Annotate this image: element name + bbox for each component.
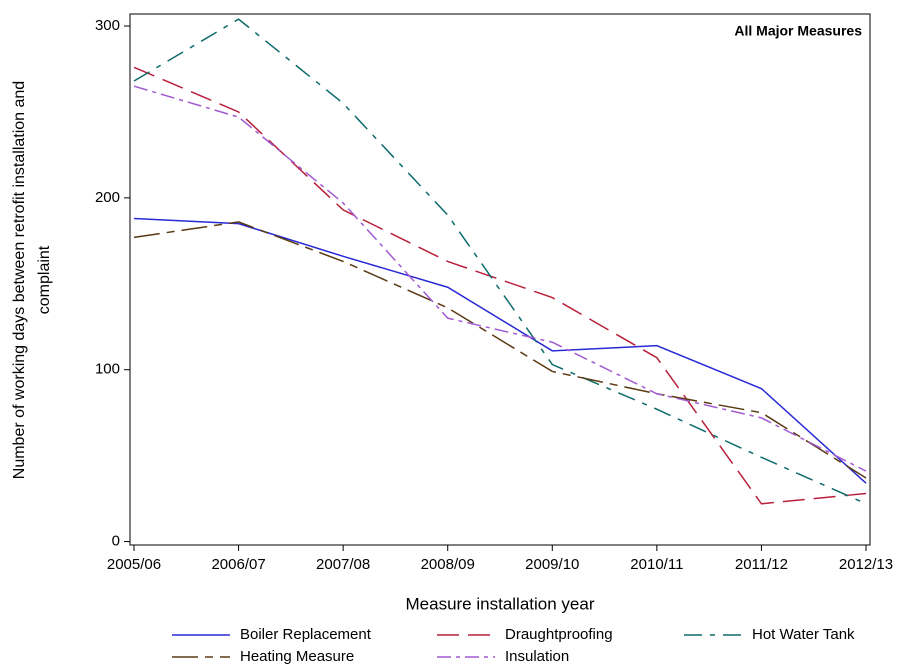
legend-label: Draughtproofing [505, 626, 613, 643]
x-tick-label: 2010/11 [630, 556, 683, 573]
x-tick-label: 2009/10 [525, 556, 579, 573]
y-axis-label: Number of working days between retrofit … [11, 81, 28, 479]
series-line [133, 85, 867, 472]
legend-label: Hot Water Tank [752, 626, 855, 643]
x-axis-label: Measure installation year [406, 594, 595, 613]
x-tick-label: 2011/12 [735, 556, 788, 573]
series-line [133, 217, 867, 484]
x-tick-label: 2006/07 [211, 556, 265, 573]
legend-label: Boiler Replacement [240, 626, 372, 643]
legend-label: Heating Measure [240, 648, 354, 665]
x-tick-label: 2008/09 [421, 556, 475, 573]
plot-frame [129, 13, 871, 546]
series-line [133, 18, 867, 505]
y-tick-label: 0 [112, 533, 120, 550]
series-line [133, 66, 867, 505]
annotation: All Major Measures [734, 23, 862, 39]
x-tick-label: 2005/06 [107, 556, 161, 573]
legend-label: Insulation [505, 648, 569, 665]
x-tick-label: 2012/13 [839, 556, 893, 573]
y-tick-label: 100 [95, 361, 120, 378]
y-axis-label: complaint [36, 245, 53, 314]
y-tick-label: 200 [95, 189, 120, 206]
y-tick-label: 300 [95, 17, 120, 34]
series-line [133, 221, 867, 479]
x-tick-label: 2007/08 [316, 556, 370, 573]
